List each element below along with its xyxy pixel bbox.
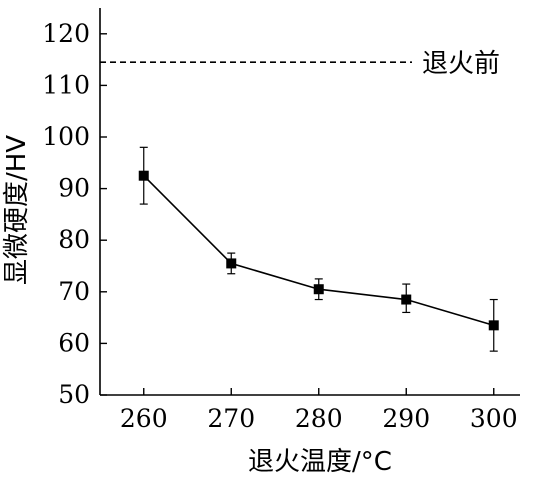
y-tick-label: 90 [58, 174, 90, 203]
y-tick-label: 80 [58, 225, 90, 254]
y-tick-label: 100 [42, 122, 90, 151]
y-tick-label: 120 [42, 19, 90, 48]
reference-line-label: 退火前 [422, 49, 500, 79]
axes [99, 8, 520, 396]
data-point-marker [313, 284, 324, 295]
data-point-marker [138, 170, 149, 181]
series-polyline [143, 175, 494, 327]
error-bars [139, 146, 498, 352]
x-tick-label: 270 [207, 404, 255, 433]
y-tick-label: 50 [58, 380, 90, 409]
y-tick-label: 60 [58, 328, 90, 357]
y-tick-label: 110 [42, 70, 90, 99]
x-axis-title: 退火温度/°C [248, 447, 392, 477]
data-point-marker [401, 294, 412, 305]
data-point-marker [488, 320, 499, 331]
y-axis-title: 显微硬度/HV [2, 135, 32, 285]
x-tick-label: 280 [295, 404, 343, 433]
x-tick-label: 290 [382, 404, 430, 433]
series-line [143, 175, 494, 327]
ticks: 50 60 70 80 90 100 110 120 260 270 280 290 300 [42, 19, 517, 433]
reference-line-group: 退火前 [100, 49, 500, 79]
x-tick-label: 300 [470, 404, 518, 433]
y-tick-label: 70 [58, 277, 90, 306]
data-point-marker [226, 258, 237, 269]
x-tick-label: 260 [120, 404, 168, 433]
data-markers [138, 170, 499, 331]
